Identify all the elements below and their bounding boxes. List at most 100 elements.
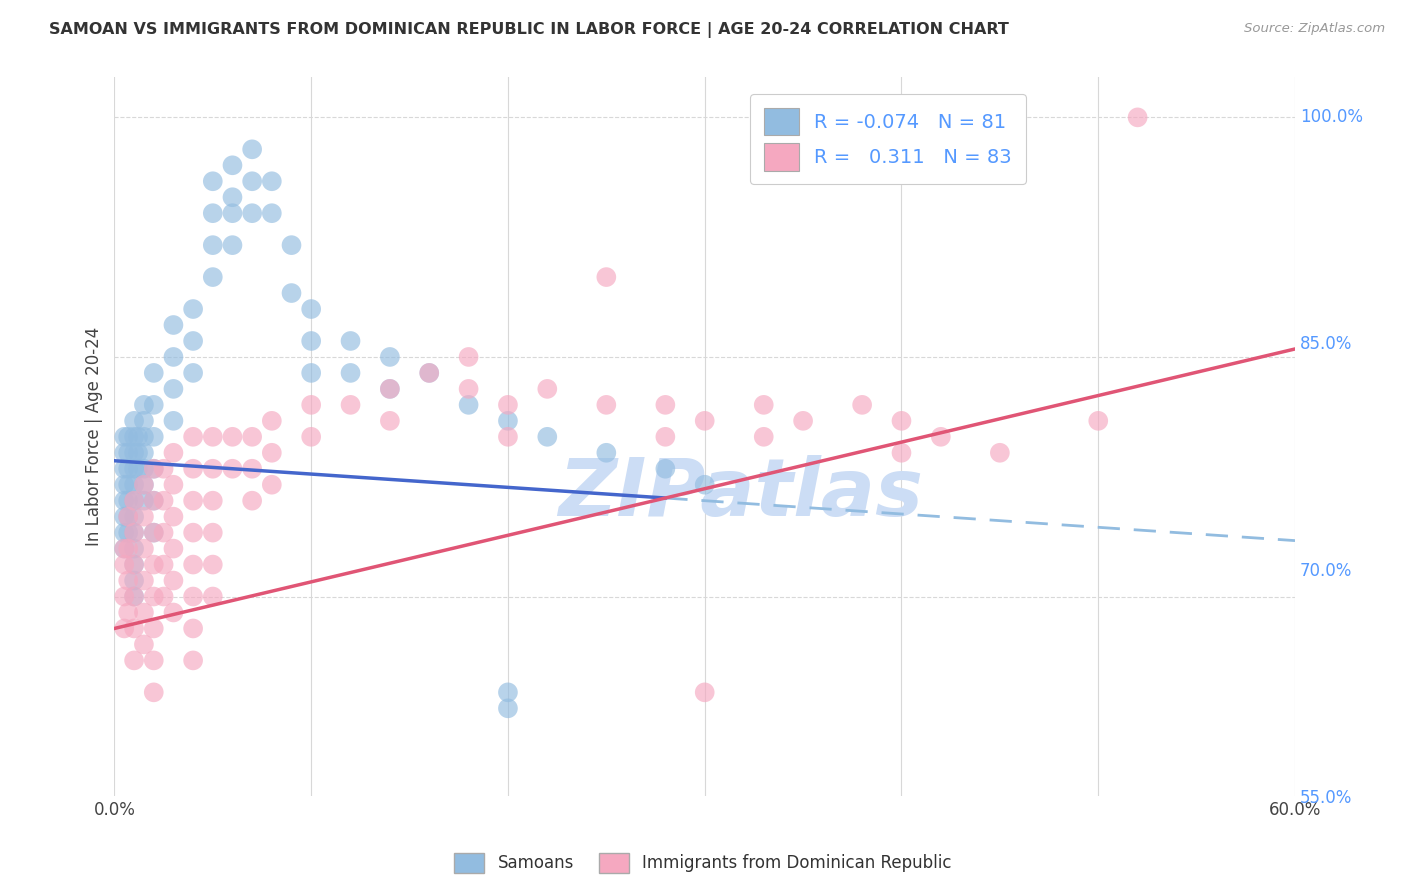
Point	[181, 622, 204, 636]
Point	[142, 525, 165, 540]
Point	[117, 525, 139, 540]
Point	[122, 446, 145, 460]
Text: Source: ZipAtlas.com: Source: ZipAtlas.com	[1244, 22, 1385, 36]
Point	[201, 493, 224, 508]
Point	[132, 637, 155, 651]
Point	[122, 493, 145, 508]
Point	[929, 430, 952, 444]
Point	[240, 493, 263, 508]
Point	[122, 477, 145, 491]
Point	[280, 238, 302, 252]
Point	[112, 461, 135, 475]
Point	[132, 446, 155, 460]
Y-axis label: In Labor Force | Age 20-24: In Labor Force | Age 20-24	[86, 327, 103, 547]
Point	[181, 430, 204, 444]
Point	[536, 430, 558, 444]
Point	[132, 461, 155, 475]
Point	[142, 493, 165, 508]
Point	[201, 238, 224, 252]
Point	[122, 653, 145, 667]
Point	[240, 206, 263, 220]
Point	[132, 541, 155, 556]
Point	[221, 430, 243, 444]
Point	[693, 477, 716, 491]
Point	[142, 366, 165, 380]
Point	[122, 541, 145, 556]
Point	[142, 430, 165, 444]
Point	[122, 461, 145, 475]
Point	[260, 477, 283, 491]
Point	[132, 414, 155, 428]
Point	[260, 174, 283, 188]
Point	[112, 509, 135, 524]
Point	[132, 477, 155, 491]
Point	[260, 206, 283, 220]
Legend: Samoans, Immigrants from Dominican Republic: Samoans, Immigrants from Dominican Repub…	[447, 847, 959, 880]
Point	[117, 477, 139, 491]
Point	[378, 382, 401, 396]
Point	[162, 477, 184, 491]
Legend: R = -0.074   N = 81, R =   0.311   N = 83: R = -0.074 N = 81, R = 0.311 N = 83	[751, 95, 1025, 185]
Point	[201, 174, 224, 188]
Point	[240, 142, 263, 156]
Point	[117, 509, 139, 524]
Point	[654, 461, 676, 475]
Point	[142, 461, 165, 475]
Point	[457, 398, 479, 412]
Point	[890, 414, 912, 428]
Point	[132, 574, 155, 588]
Point	[201, 525, 224, 540]
Point	[240, 174, 263, 188]
Point	[142, 590, 165, 604]
Point	[496, 430, 519, 444]
Point	[240, 461, 263, 475]
Point	[181, 461, 204, 475]
Point	[693, 685, 716, 699]
Point	[117, 541, 139, 556]
Point	[122, 558, 145, 572]
Point	[142, 622, 165, 636]
Point	[339, 398, 361, 412]
Point	[117, 493, 139, 508]
Point	[162, 606, 184, 620]
Point	[142, 653, 165, 667]
Point	[117, 509, 139, 524]
Point	[221, 238, 243, 252]
Point	[142, 558, 165, 572]
Point	[112, 430, 135, 444]
Point	[181, 301, 204, 316]
Point	[122, 590, 145, 604]
Point	[378, 382, 401, 396]
Point	[299, 301, 322, 316]
Point	[378, 414, 401, 428]
Point	[260, 446, 283, 460]
Point	[112, 525, 135, 540]
Point	[122, 430, 145, 444]
Point	[122, 525, 145, 540]
Point	[132, 477, 155, 491]
Point	[142, 525, 165, 540]
Point	[112, 493, 135, 508]
Point	[117, 574, 139, 588]
Point	[112, 590, 135, 604]
Text: SAMOAN VS IMMIGRANTS FROM DOMINICAN REPUBLIC IN LABOR FORCE | AGE 20-24 CORRELAT: SAMOAN VS IMMIGRANTS FROM DOMINICAN REPU…	[49, 22, 1010, 38]
Point	[595, 446, 617, 460]
Point	[201, 270, 224, 285]
Point	[162, 382, 184, 396]
Point	[595, 270, 617, 285]
Point	[240, 430, 263, 444]
Point	[181, 558, 204, 572]
Point	[152, 558, 174, 572]
Point	[127, 430, 149, 444]
Point	[117, 446, 139, 460]
Point	[162, 509, 184, 524]
Point	[132, 606, 155, 620]
Point	[496, 685, 519, 699]
Point	[201, 206, 224, 220]
Point	[142, 461, 165, 475]
Point	[851, 398, 873, 412]
Point	[654, 398, 676, 412]
Point	[117, 430, 139, 444]
Point	[496, 701, 519, 715]
Point	[162, 541, 184, 556]
